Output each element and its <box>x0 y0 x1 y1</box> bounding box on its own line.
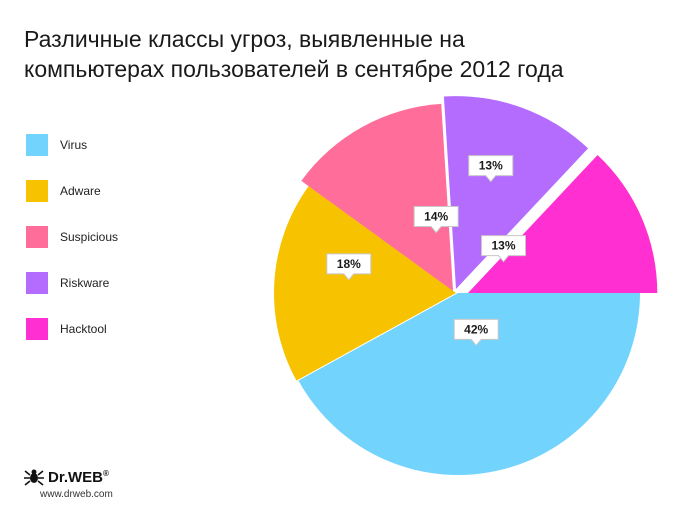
legend-label-adware: Adware <box>60 183 101 198</box>
legend-item-hacktool: Hacktool <box>26 317 118 340</box>
chart-title-line-1: Различные классы угроз, выявленные на <box>24 26 465 52</box>
legend-swatch-adware <box>26 179 48 202</box>
legend-item-suspicious: Suspicious <box>26 225 118 248</box>
logo-url: www.drweb.com <box>40 489 113 500</box>
data-label-box-adware <box>326 253 372 281</box>
pie-slice-suspicious <box>301 103 453 291</box>
pie-slice-riskware <box>443 96 589 289</box>
data-label-box-riskware <box>468 155 514 183</box>
data-label-text-suspicious: 14% <box>424 210 448 224</box>
legend-label-hacktool: Hacktool <box>60 321 107 336</box>
data-label-virus: 42% <box>453 318 499 347</box>
legend-label-suspicious: Suspicious <box>60 229 119 244</box>
legend-item-adware: Adware <box>26 179 118 202</box>
legend-swatch-suspicious <box>26 225 48 248</box>
data-label-text-hacktool: 13% <box>491 239 515 253</box>
pie-slice-adware <box>274 186 456 381</box>
data-label-box-suspicious <box>413 206 459 234</box>
pie-slice-virus <box>298 293 640 475</box>
pie-slice-hacktool <box>468 155 658 293</box>
legend-label-riskware: Riskware <box>60 275 110 290</box>
data-label-text-virus: 42% <box>464 322 488 336</box>
legend-item-virus: Virus <box>26 133 118 156</box>
drweb-logo: Dr.WEB® <box>24 467 109 487</box>
legend-swatch-hacktool <box>26 317 48 340</box>
data-label-suspicious: 14% <box>413 206 459 234</box>
data-label-box-hacktool <box>481 235 526 263</box>
legend-item-riskware: Riskware <box>26 271 118 294</box>
legend-swatch-riskware <box>26 271 48 294</box>
data-label-adware: 18% <box>326 253 372 281</box>
spider-icon <box>24 469 44 486</box>
logo-name: Dr.WEB® <box>48 469 109 486</box>
chart-title-line-2: компьютерах пользователей в сентябре 201… <box>24 56 564 82</box>
data-label-box-virus <box>453 318 499 347</box>
data-label-riskware: 13% <box>468 155 514 183</box>
chart-title: Различные классы угроз, выявленные на ко… <box>24 24 644 84</box>
data-label-text-adware: 18% <box>337 257 361 271</box>
logo-registered-mark: ® <box>103 468 109 478</box>
legend-label-virus: Virus <box>60 137 88 152</box>
logo-name-text: Dr.WEB <box>48 468 104 486</box>
data-label-hacktool: 13% <box>481 235 526 263</box>
legend-swatch-virus <box>26 133 48 156</box>
data-label-text-riskware: 13% <box>479 159 503 173</box>
legend: Virus Adware Suspicious Riskware Hacktoo… <box>26 133 118 363</box>
